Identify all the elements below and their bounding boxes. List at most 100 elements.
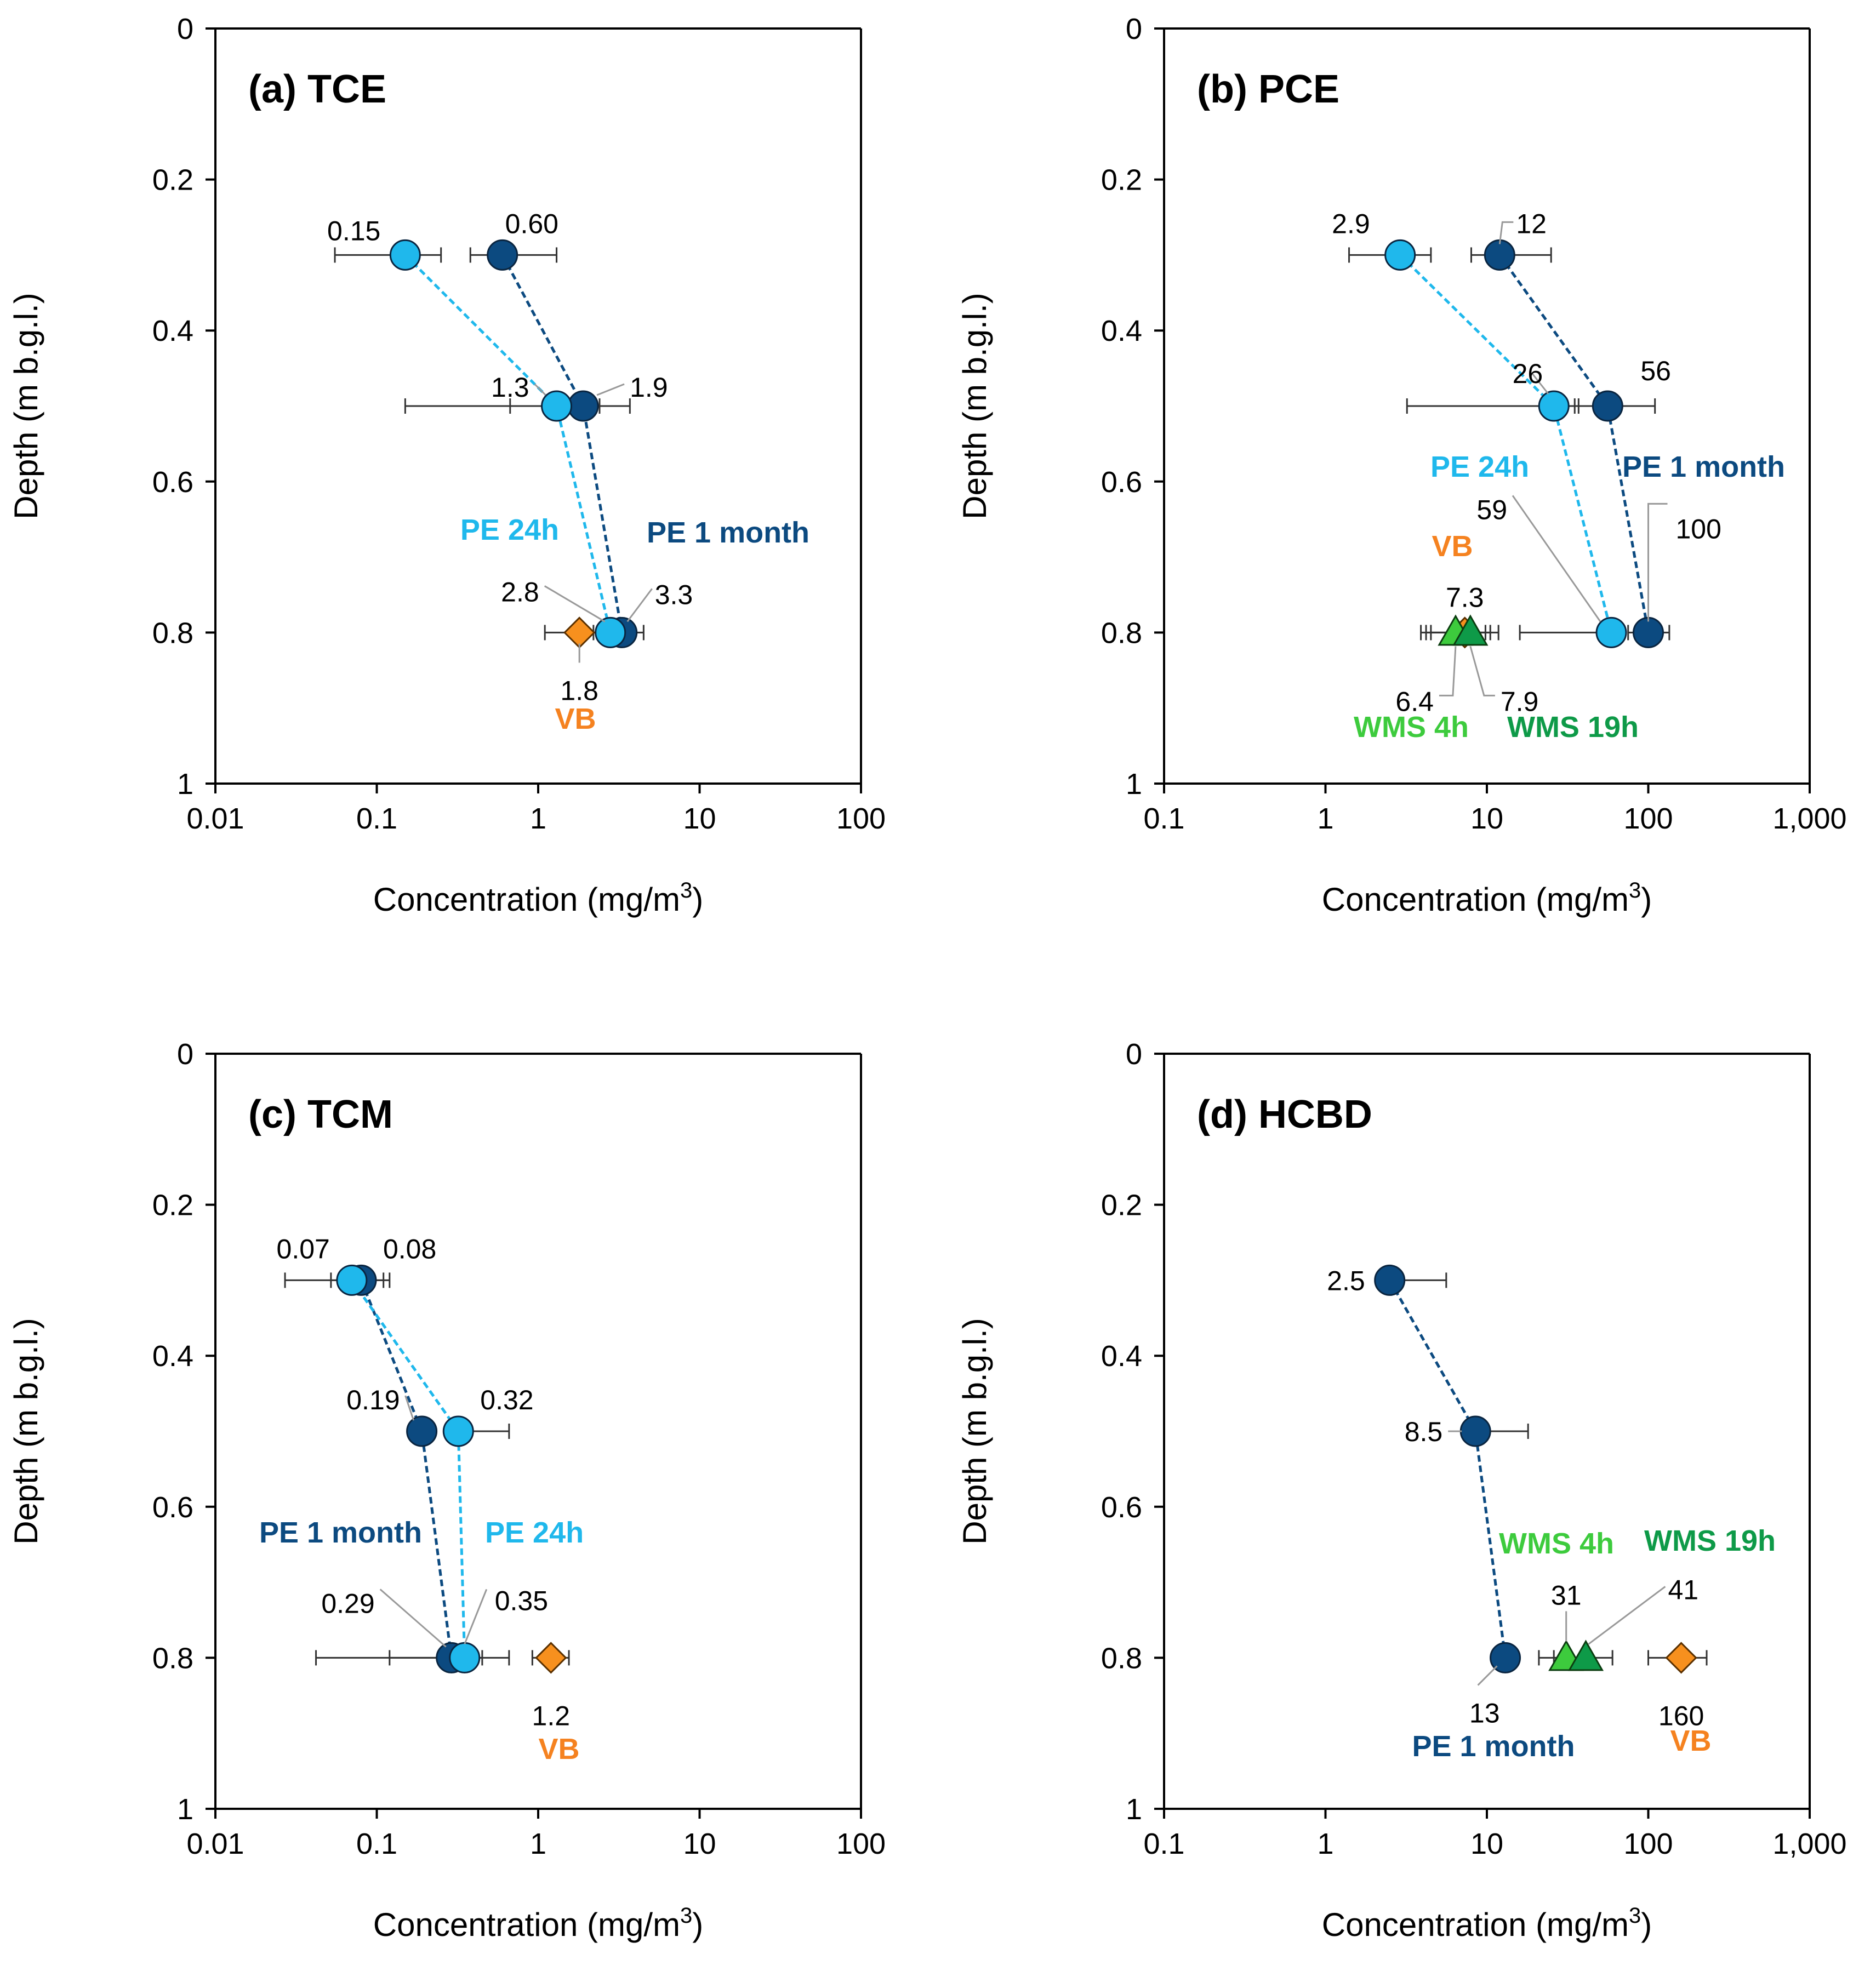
marker-vb bbox=[1665, 1642, 1697, 1674]
series-annotation-pe-1-month: PE 1 month bbox=[1412, 1730, 1575, 1763]
chart-panel-2: 00.20.40.60.810.1 1 10 100 1,000Concentratio… bbox=[956, 13, 1847, 918]
y-tick-label: 0.2 bbox=[152, 164, 193, 197]
x-tick-label: 10 bbox=[683, 802, 716, 835]
data-label-pe-24h: 0.07 bbox=[277, 1233, 330, 1264]
marker-wms-19h bbox=[1452, 614, 1489, 646]
leader-line bbox=[1477, 1665, 1498, 1686]
series-line-pe-1-month bbox=[1388, 1279, 1507, 1658]
data-label-pe-1-month: 0.08 bbox=[383, 1233, 436, 1264]
y-tick-label: 0.8 bbox=[152, 1642, 193, 1675]
series-line-pe-24h bbox=[1399, 254, 1613, 633]
leader-line bbox=[379, 1589, 447, 1648]
data-label-pe-24h: 0.15 bbox=[327, 215, 380, 246]
y-tick-label: 0.4 bbox=[1101, 315, 1142, 347]
y-tick-label: 0.6 bbox=[1101, 1491, 1142, 1524]
series-annotation-wms-19h: WMS 19h bbox=[1507, 711, 1639, 744]
y-tick-label: 0.2 bbox=[152, 1189, 193, 1222]
y-tick-label: 1 bbox=[1126, 768, 1142, 801]
data-label-pe-1-month: 12 bbox=[1516, 208, 1547, 239]
x-tick-label: 1 bbox=[1317, 1827, 1333, 1860]
leader-line bbox=[404, 1395, 415, 1421]
chart-panel-4: 00.20.40.60.810.1 1 10 100 1,000Concentratio… bbox=[956, 1038, 1847, 1943]
leader-line bbox=[464, 1589, 488, 1644]
y-tick-label: 0.4 bbox=[1101, 1340, 1142, 1373]
y-tick-label: 0.6 bbox=[152, 466, 193, 499]
data-label-vb: 7.3 bbox=[1446, 582, 1484, 613]
x-tick-label: 0.01 bbox=[186, 1827, 244, 1860]
x-tick-label: 1 bbox=[530, 802, 546, 835]
data-label-pe-24h: 2.9 bbox=[1332, 208, 1370, 239]
x-tick-label: 1,000 bbox=[1772, 1827, 1846, 1860]
y-tick-label: 0.4 bbox=[152, 315, 193, 347]
y-axis-label: Depth (m b.g.l.) bbox=[8, 293, 44, 519]
y-tick-label: 0.8 bbox=[1101, 616, 1142, 649]
leader-line bbox=[1531, 373, 1549, 395]
y-tick-label: 0.2 bbox=[1101, 1189, 1142, 1222]
marker-pe-1-month bbox=[1374, 1264, 1406, 1296]
series-annotation-pe-24h: PE 24h bbox=[485, 1516, 584, 1549]
data-label-vb: 1.8 bbox=[560, 675, 598, 706]
marker-pe-1-month bbox=[487, 239, 518, 271]
x-tick-label: 100 bbox=[1623, 802, 1673, 835]
x-tick-label: 1,000 bbox=[1772, 802, 1846, 835]
series-annotation-pe-1-month: PE 1 month bbox=[259, 1516, 422, 1549]
series-annotation-vb: VB bbox=[555, 702, 596, 735]
leader-line bbox=[596, 383, 625, 396]
x-axis-label: Concentration (mg/m3) bbox=[1322, 1904, 1652, 1943]
marker-pe-24h bbox=[442, 1415, 474, 1447]
data-label-pe-1-month: 3.3 bbox=[655, 579, 693, 610]
y-tick-label: 0 bbox=[1126, 1038, 1142, 1071]
marker-pe-24h bbox=[449, 1642, 481, 1673]
series-line-pe-1-month bbox=[501, 254, 624, 633]
series-line-pe-24h bbox=[350, 1279, 466, 1658]
x-tick-label: 0.1 bbox=[356, 1827, 397, 1860]
chart-panel-1: 00.20.40.60.810.01 0.1 1 10 100Concentration… bbox=[8, 13, 886, 918]
x-tick-label: 100 bbox=[836, 802, 886, 835]
chart-title: (b) PCE bbox=[1197, 67, 1339, 111]
series-annotation-pe-1-month: PE 1 month bbox=[1622, 450, 1785, 483]
y-tick-label: 0 bbox=[1126, 13, 1142, 45]
x-tick-label: 10 bbox=[1470, 802, 1503, 835]
y-tick-label: 0.8 bbox=[1101, 1642, 1142, 1675]
marker-pe-24h bbox=[389, 239, 421, 271]
series-annotation-vb: VB bbox=[1432, 530, 1473, 563]
marker-pe-24h bbox=[336, 1264, 368, 1296]
marker-pe-1-month bbox=[1484, 239, 1515, 271]
data-label-pe-1-month: 0.29 bbox=[321, 1588, 374, 1619]
chart-title: (a) TCE bbox=[248, 67, 386, 111]
x-tick-label: 100 bbox=[1623, 1827, 1673, 1860]
y-axis-label: Depth (m b.g.l.) bbox=[8, 1318, 44, 1544]
chart-title: (c) TCM bbox=[248, 1093, 393, 1136]
x-tick-label: 0.01 bbox=[186, 802, 244, 835]
y-axis-label: Depth (m b.g.l.) bbox=[956, 293, 993, 519]
data-label-pe-24h: 0.35 bbox=[495, 1585, 548, 1616]
y-tick-label: 0 bbox=[177, 1038, 193, 1071]
leader-line bbox=[1512, 495, 1601, 622]
leader-line bbox=[626, 588, 653, 622]
x-tick-label: 0.1 bbox=[356, 802, 397, 835]
marker-vb bbox=[563, 616, 596, 649]
series-line-pe-24h bbox=[404, 254, 612, 633]
marker-pe-24h bbox=[595, 616, 626, 648]
data-label-wms-4h: 6.4 bbox=[1395, 686, 1434, 717]
x-tick-label: 1 bbox=[1317, 802, 1333, 835]
data-label-pe-1-month: 1.9 bbox=[630, 372, 668, 403]
x-tick-label: 100 bbox=[836, 1827, 886, 1860]
marker-pe-1-month bbox=[567, 390, 599, 422]
y-tick-label: 1 bbox=[177, 768, 193, 801]
series-annotation-pe-24h: PE 24h bbox=[460, 513, 559, 546]
error-bar-pe-24h bbox=[334, 247, 442, 263]
data-label-pe-24h: 26 bbox=[1513, 358, 1543, 389]
data-label-pe-1-month: 2.5 bbox=[1327, 1265, 1365, 1296]
series-annotation-pe-24h: PE 24h bbox=[1430, 450, 1529, 483]
marker-pe-1-month bbox=[1459, 1415, 1491, 1447]
x-tick-label: 1 bbox=[530, 1827, 546, 1860]
y-axis-label: Depth (m b.g.l.) bbox=[956, 1318, 993, 1544]
series-annotation-wms-4h: WMS 4h bbox=[1499, 1527, 1614, 1560]
data-label-wms-19h: 41 bbox=[1668, 1574, 1698, 1605]
y-tick-label: 0.4 bbox=[152, 1340, 193, 1373]
x-tick-label: 10 bbox=[1470, 1827, 1503, 1860]
leader-line bbox=[1469, 645, 1495, 696]
y-tick-label: 1 bbox=[1126, 1793, 1142, 1826]
